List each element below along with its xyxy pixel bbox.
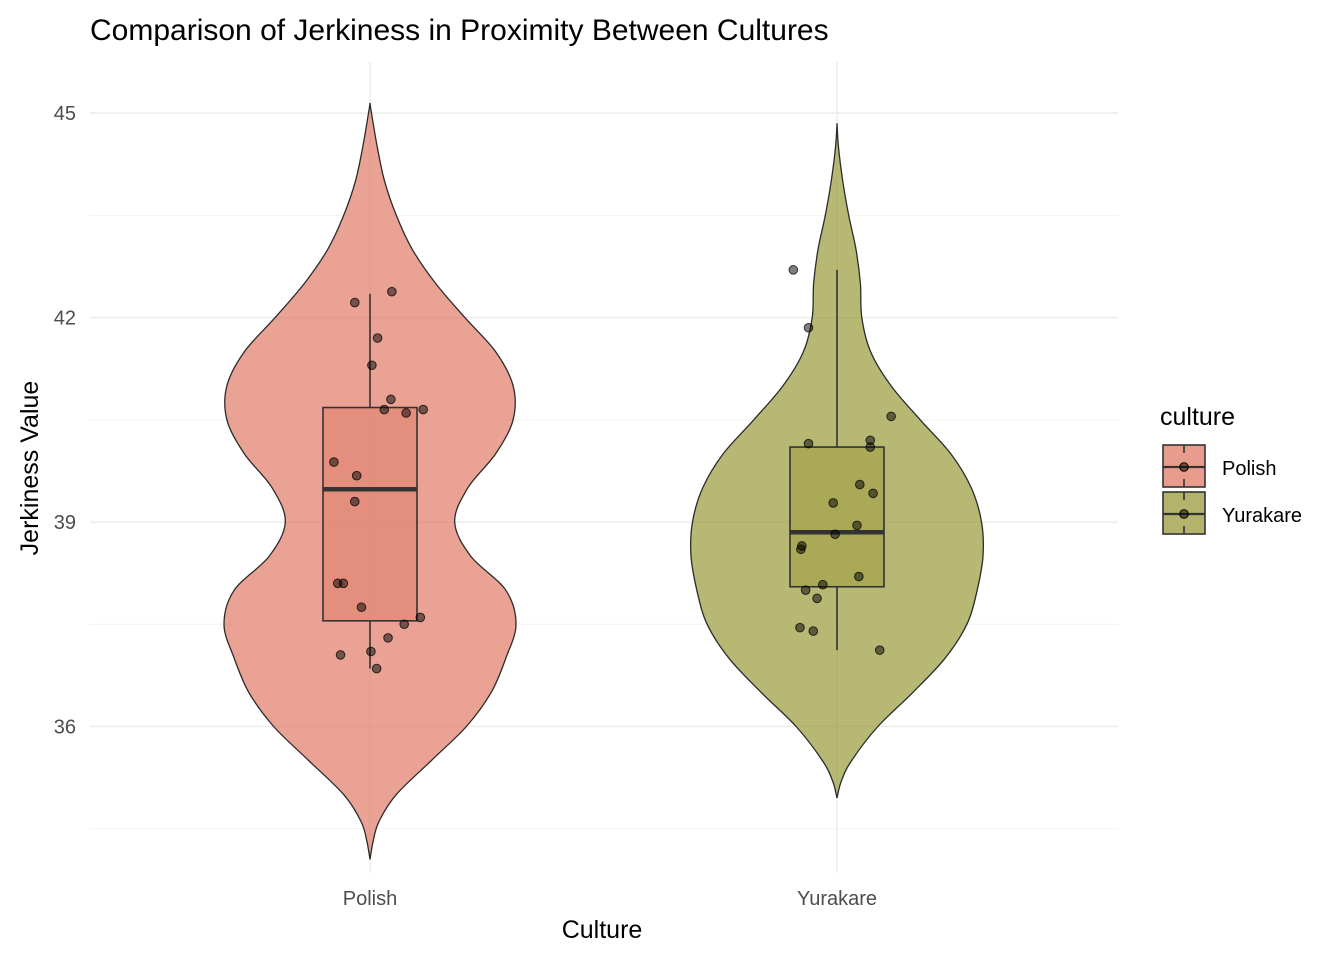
legend: culture Polish Yurakare [1160,403,1302,535]
data-point [335,650,346,660]
data-point [795,622,805,633]
y-tick-label: 45 [54,103,76,125]
data-point [808,626,819,636]
data-point [350,496,360,507]
legend-label: Yurakare [1222,505,1302,527]
data-point [800,585,811,595]
data-point [788,265,799,275]
data-point [386,394,396,405]
point-layer [329,265,896,674]
data-point [830,529,840,540]
chart-title: Comparison of Jerkiness in Proximity Bet… [90,14,829,47]
data-point [387,286,397,297]
data-point [415,612,426,623]
data-point [865,435,876,446]
data-point [803,322,814,333]
data-point [803,438,814,449]
data-point [855,479,865,490]
x-axis-title: Culture [562,916,643,944]
data-point [854,571,864,582]
data-point [338,578,349,589]
data-point [418,404,429,415]
data-point [366,646,376,657]
x-tick-label: Polish [343,888,397,910]
data-point [371,663,382,674]
y-axis-ticks: 36 39 42 45 [54,103,76,738]
data-point [817,579,828,590]
data-point [852,520,862,531]
data-point [383,633,393,643]
legend-title: culture [1160,403,1235,431]
box-layer [322,269,885,669]
legend-label: Polish [1222,458,1276,480]
data-point [329,457,339,467]
legend-keys: Polish Yurakare [1162,444,1302,535]
x-tick-label: Yurakare [797,888,877,910]
data-point [367,360,377,371]
data-point [812,593,822,604]
box-yurakare [789,446,885,588]
box-polish [322,406,418,622]
y-axis-title: Jerkiness Value [16,381,44,556]
data-point [401,408,411,418]
data-point [356,602,367,613]
data-point [886,411,896,422]
plot-grid [90,62,1118,873]
data-point [351,470,362,481]
data-point [379,404,390,415]
data-point [350,297,360,308]
data-point [874,645,885,655]
data-point [828,498,839,508]
data-point [797,541,807,551]
data-point [868,488,878,499]
data-point [372,333,383,343]
legend-key-point [1179,462,1189,472]
legend-key-point [1179,509,1189,519]
data-point [399,619,410,630]
y-tick-label: 36 [54,716,76,738]
x-axis-ticks: Polish Yurakare [343,888,877,910]
y-tick-label: 39 [54,512,76,534]
y-tick-label: 42 [54,308,76,330]
